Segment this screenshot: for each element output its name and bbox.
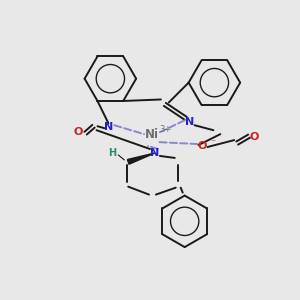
Polygon shape [128, 153, 155, 164]
Text: Ni: Ni [145, 128, 159, 141]
Text: O: O [198, 141, 207, 151]
Text: O: O [74, 127, 83, 137]
Text: O: O [249, 132, 259, 142]
Text: N: N [185, 117, 194, 127]
Text: 3+: 3+ [160, 125, 172, 134]
Text: N: N [150, 148, 160, 158]
Text: ⁻: ⁻ [210, 138, 215, 148]
Text: H: H [108, 148, 116, 158]
Text: N: N [104, 122, 113, 132]
